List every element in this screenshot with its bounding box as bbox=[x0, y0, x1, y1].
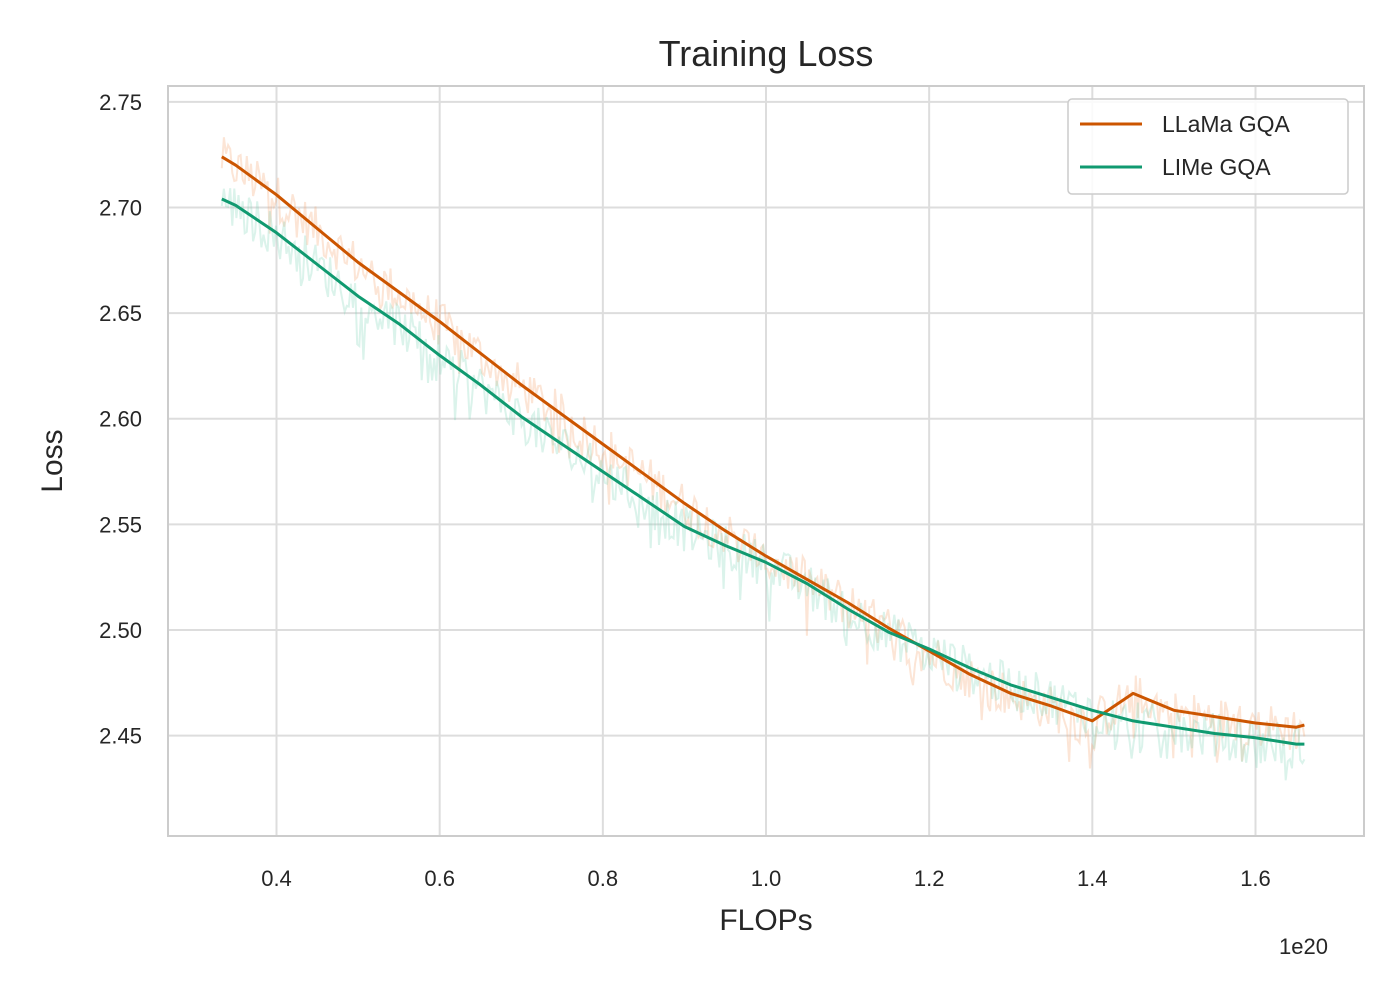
raw-trace-llama-gqa bbox=[220, 137, 1306, 769]
y-tick-labels: 2.45 2.50 2.55 2.60 2.65 2.70 2.75 bbox=[99, 90, 142, 749]
x-tick-labels: 0.4 0.6 0.8 1.0 1.2 1.4 1.6 bbox=[261, 866, 1271, 891]
raw-trace-lime-gqa bbox=[220, 188, 1306, 781]
legend-label-llama-gqa: LLaMa GQA bbox=[1162, 111, 1290, 137]
series-line-lime-gqa bbox=[221, 197, 1305, 746]
chart-title: Training Loss bbox=[659, 33, 874, 74]
y-axis-label: Loss bbox=[36, 429, 69, 492]
x-offset-text: 1e20 bbox=[1279, 934, 1328, 959]
y-tick-label: 2.75 bbox=[99, 90, 142, 115]
x-tick-label: 0.6 bbox=[424, 866, 455, 891]
y-tick-label: 2.65 bbox=[99, 301, 142, 326]
y-tick-label: 2.70 bbox=[99, 195, 142, 220]
y-tick-label: 2.60 bbox=[99, 407, 142, 432]
x-tick-label: 1.2 bbox=[914, 866, 945, 891]
raw-loss-traces bbox=[220, 137, 1306, 781]
plot-frame bbox=[167, 85, 1365, 837]
y-tick-label: 2.45 bbox=[99, 724, 142, 749]
y-tick-label: 2.50 bbox=[99, 618, 142, 643]
x-tick-label: 0.4 bbox=[261, 866, 292, 891]
legend-label-lime-gqa: LIMe GQA bbox=[1162, 154, 1271, 180]
x-tick-label: 1.4 bbox=[1077, 866, 1108, 891]
x-tick-label: 0.8 bbox=[588, 866, 619, 891]
series-line-llama-gqa bbox=[221, 155, 1305, 729]
x-axis-label: FLOPs bbox=[719, 904, 812, 937]
x-tick-label: 1.0 bbox=[751, 866, 782, 891]
grid-lines bbox=[168, 86, 1364, 836]
y-tick-label: 2.55 bbox=[99, 512, 142, 537]
legend: LLaMa GQA LIMe GQA bbox=[1067, 98, 1349, 195]
smoothed-loss-lines bbox=[221, 155, 1305, 746]
x-tick-label: 1.6 bbox=[1240, 866, 1271, 891]
